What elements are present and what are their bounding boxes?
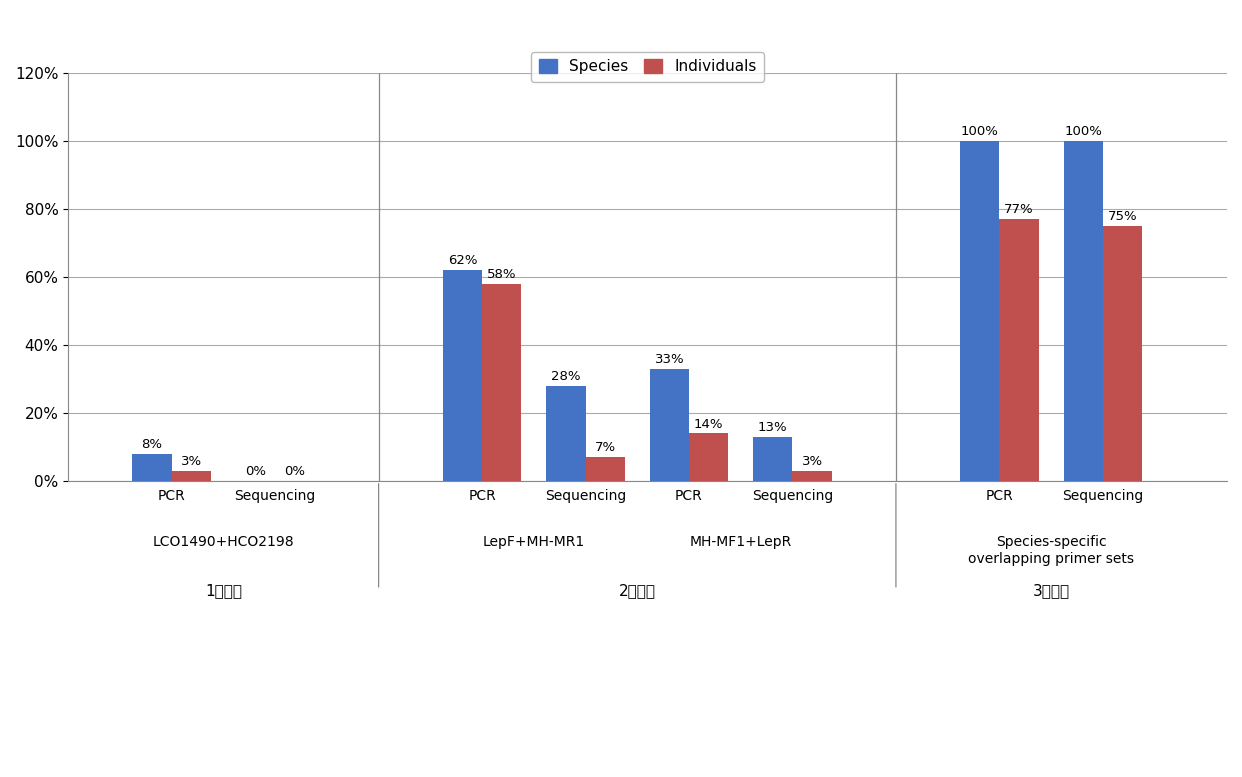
Text: 7%: 7% (595, 441, 616, 455)
Text: LCO1490+HCO2198: LCO1490+HCO2198 (153, 535, 294, 549)
Bar (1103, 225, 1143, 481)
Text: 77%: 77% (1005, 203, 1033, 216)
Text: 58%: 58% (487, 268, 517, 280)
Legend: Species, Individuals: Species, Individuals (532, 51, 764, 82)
Text: 62%: 62% (447, 254, 477, 267)
Bar (1000, 219, 1038, 481)
Bar (585, 457, 625, 481)
Text: 2차시험: 2차시험 (619, 583, 656, 598)
Text: 28%: 28% (551, 370, 580, 383)
Bar (689, 434, 728, 481)
Text: 0%: 0% (284, 465, 306, 478)
Text: 14%: 14% (694, 417, 723, 430)
Text: 100%: 100% (961, 125, 999, 138)
Text: 8%: 8% (142, 438, 163, 451)
Text: LepF+MH-MR1: LepF+MH-MR1 (483, 535, 585, 549)
Bar (753, 437, 792, 481)
Bar (482, 284, 522, 481)
Text: 100%: 100% (1064, 125, 1102, 138)
Bar (792, 471, 832, 481)
Text: 33%: 33% (655, 353, 684, 366)
Bar (650, 368, 689, 481)
Bar (442, 270, 482, 481)
Bar (546, 385, 585, 481)
Bar (1063, 141, 1103, 481)
Bar (133, 454, 171, 481)
Text: MH-MF1+LepR: MH-MF1+LepR (689, 535, 792, 549)
Text: Species-specific
overlapping primer sets: Species-specific overlapping primer sets (968, 535, 1134, 566)
Bar (960, 141, 1000, 481)
Text: 3차시험: 3차시험 (1032, 583, 1069, 598)
Text: 75%: 75% (1108, 210, 1138, 223)
Text: 1차시험: 1차시험 (205, 583, 242, 598)
Text: 0%: 0% (245, 465, 266, 478)
Text: 3%: 3% (181, 455, 202, 468)
Text: 3%: 3% (801, 455, 822, 468)
Bar (171, 471, 211, 481)
Text: 13%: 13% (758, 421, 787, 434)
